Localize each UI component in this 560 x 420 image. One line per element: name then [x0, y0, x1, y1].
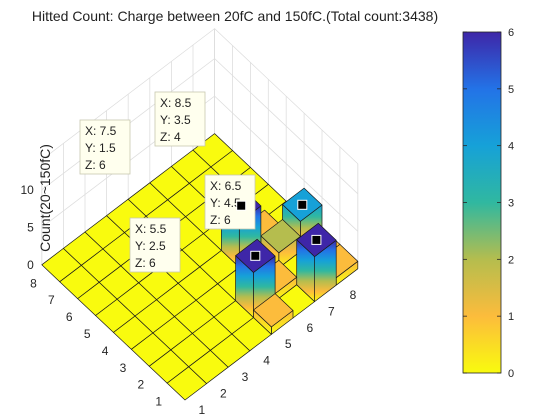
gridline [41, 95, 359, 232]
datatip-box [154, 91, 206, 147]
colorbar-tick-label: 2 [508, 254, 514, 266]
x-tick-label: 2 [220, 386, 227, 400]
x-tick-label: 4 [263, 354, 270, 368]
datatip-line: X: 8.5 [160, 96, 192, 110]
datatip-line: Y: 1.5 [85, 141, 116, 155]
datatip-line: Z: 4 [160, 130, 181, 144]
colorbar: 0 1 2 3 4 5 6 [462, 27, 514, 380]
colorbar-gradient [462, 31, 502, 374]
colorbar-tick-label: 1 [508, 311, 514, 323]
datatip-line: X: 6.5 [210, 179, 242, 193]
y-tick-label: 2 [138, 378, 145, 392]
datatip[interactable]: X: 6.5 Y: 4.5 Z: 6 [204, 174, 256, 230]
datatip-line: X: 5.5 [135, 222, 167, 236]
x-tick-label: 7 [328, 304, 335, 318]
colorbar-tick-label: 4 [508, 141, 514, 153]
datatip[interactable]: X: 8.5 Y: 3.5 Z: 4 [154, 91, 308, 210]
bar [260, 219, 301, 269]
datatip-box [79, 119, 131, 175]
datatip-marker[interactable] [311, 234, 322, 245]
datatip-line: Y: 2.5 [135, 239, 166, 253]
z-axis-label: Count(20~150fC) [37, 144, 53, 252]
colorbar-tick-label: 5 [508, 84, 514, 96]
z-tick-label: 10 [20, 183, 34, 197]
datatip-marker[interactable] [297, 199, 308, 210]
y-tick-label: 8 [30, 276, 37, 290]
datatip[interactable]: X: 7.5 Y: 1.5 Z: 6 [79, 119, 322, 245]
datatip-line: Z: 6 [210, 213, 231, 227]
datatip-line: Z: 6 [85, 158, 106, 172]
y-tick-label: 7 [48, 293, 55, 307]
datatip-marker[interactable] [236, 200, 247, 211]
x-tick-label: 6 [306, 321, 313, 335]
bar-top [253, 293, 294, 328]
y-tick-label: 1 [155, 395, 162, 409]
datatip-line: Z: 6 [135, 256, 156, 270]
z-tick-label: 0 [27, 258, 34, 272]
datatip-line: Y: 3.5 [160, 113, 191, 127]
x-tick-label: 5 [285, 337, 292, 351]
datatip-line: X: 7.5 [85, 124, 117, 138]
datatip-line: Y: 4.5 [210, 196, 241, 210]
datatip-box [129, 217, 181, 273]
datatip[interactable]: X: 5.5 Y: 2.5 Z: 6 [129, 217, 261, 273]
z-tick-label: 5 [27, 220, 34, 234]
datatip-box [204, 174, 256, 230]
y-tick-label: 4 [102, 344, 109, 358]
y-tick-label: 3 [120, 361, 127, 375]
colorbar-tick-label: 3 [508, 198, 514, 210]
x-tick-label: 1 [198, 403, 205, 417]
y-tick-label: 5 [84, 327, 91, 341]
x-tick-label: 3 [242, 370, 249, 384]
chart-title: Hitted Count: Charge between 20fC and 15… [31, 8, 439, 24]
y-tick-label: 6 [66, 310, 73, 324]
colorbar-tick-label: 6 [508, 27, 514, 39]
x-tick-label: 8 [350, 288, 357, 302]
floor-cell [192, 133, 233, 168]
bar-top [260, 219, 301, 254]
datatip-marker[interactable] [250, 250, 261, 261]
datatips: X: 7.5 Y: 1.5 Z: 6 X: 8.5 Y: 3.5 Z: 4 X: 6.5 Y:… [79, 91, 322, 273]
bar [253, 293, 294, 335]
colorbar-tick-label: 0 [508, 368, 514, 380]
